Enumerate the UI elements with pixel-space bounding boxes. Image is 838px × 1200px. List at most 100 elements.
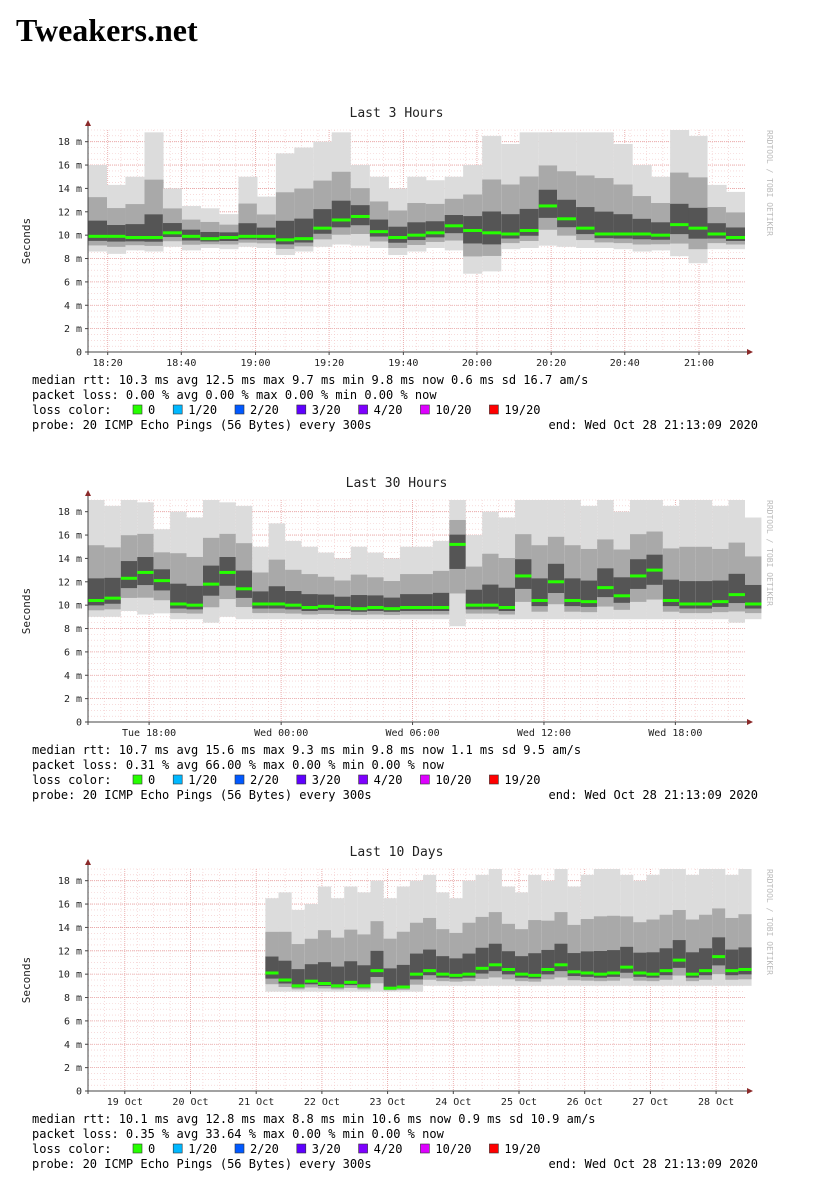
end-time: end: Wed Oct 28 21:13:09 2020	[548, 788, 758, 802]
rtt-band-inner	[383, 968, 397, 990]
legend-swatch	[296, 774, 307, 785]
median-point	[557, 217, 577, 221]
rtt-band-inner	[162, 223, 182, 238]
median-point	[541, 967, 555, 971]
median-point	[219, 570, 236, 574]
rtt-band-inner	[488, 943, 502, 972]
median-point	[712, 600, 729, 604]
legend-swatch	[172, 774, 183, 785]
median-point	[662, 598, 680, 602]
x-axis-arrow	[747, 719, 753, 725]
rtt-band-inner	[567, 953, 581, 977]
legend-label: 0	[148, 403, 155, 417]
median-point	[317, 982, 332, 986]
median-point	[285, 603, 302, 607]
x-tick-label: 20 Oct	[172, 1097, 208, 1108]
y-tick-label: 12 m	[58, 946, 82, 957]
rtt-band-inner	[688, 207, 708, 239]
probe-info: probe: 20 ICMP Echo Pings (56 Bytes) eve…	[32, 418, 372, 432]
y-tick-label: 18 m	[58, 137, 82, 148]
y-tick-label: 0	[76, 348, 82, 359]
median-point	[688, 226, 708, 230]
rtt-band-inner	[235, 570, 253, 598]
watermark: RRDTOOL / TOBI OETIKER	[765, 500, 774, 606]
x-axis-arrow	[747, 1088, 753, 1094]
median-point	[88, 598, 105, 602]
y-tick-label: 2 m	[64, 324, 82, 335]
median-point	[268, 602, 286, 606]
rtt-band-inner	[695, 581, 713, 609]
site-title: Tweakers.net	[16, 12, 198, 48]
rtt-band-inner	[331, 200, 351, 228]
median-point	[738, 967, 752, 971]
y-tick-label: 14 m	[58, 554, 82, 565]
rtt-band-inner	[662, 579, 680, 607]
end-time: end: Wed Oct 28 21:13:09 2020	[548, 1157, 758, 1171]
rtt-band-inner	[672, 940, 686, 968]
median-point	[350, 607, 368, 611]
median-point	[88, 234, 108, 238]
legend-swatch	[420, 404, 430, 415]
median-point	[432, 605, 450, 609]
median-point	[594, 232, 614, 236]
median-point	[423, 969, 437, 973]
legend-label: 0	[148, 1142, 155, 1156]
x-tick-label: 19 Oct	[107, 1097, 143, 1108]
median-point	[463, 228, 483, 232]
rtt-band-inner	[331, 966, 345, 988]
median-point	[695, 602, 713, 606]
x-tick-label: 18:20	[93, 358, 123, 369]
median-point	[547, 580, 565, 584]
legend-swatch	[420, 774, 430, 785]
rtt-band-inner	[186, 585, 203, 610]
median-point	[607, 971, 621, 975]
rtt-band-inner	[407, 222, 427, 241]
median-point	[344, 980, 358, 984]
legend-swatch	[172, 404, 183, 415]
rtt-band-inner	[304, 964, 318, 985]
median-point	[388, 235, 408, 239]
probe-info: probe: 20 ICMP Echo Pings (56 Bytes) eve…	[32, 788, 372, 802]
median-point	[488, 963, 502, 967]
rtt-band-inner	[396, 964, 410, 989]
median-rtt-stats: median rtt: 10.1 ms avg 12.8 ms max 8.8 …	[32, 1112, 596, 1126]
rtt-band-inner	[699, 948, 713, 976]
rtt-band-inner	[449, 534, 466, 569]
x-tick-label: 26 Oct	[567, 1097, 603, 1108]
legend-swatch	[489, 1143, 499, 1154]
median-point	[659, 969, 673, 973]
y-tick-label: 2 m	[64, 694, 82, 705]
legend-label: 19/20	[504, 773, 540, 787]
median-point	[528, 973, 542, 977]
chart-title: Last 30 Hours	[346, 476, 448, 491]
rtt-band-inner	[593, 951, 608, 978]
median-point	[153, 579, 171, 583]
legend-label: 4/20	[374, 1142, 403, 1156]
median-point	[630, 574, 647, 578]
rtt-band-inner	[444, 215, 464, 234]
median-point	[515, 574, 532, 578]
median-point	[501, 232, 521, 236]
median-point	[334, 605, 351, 609]
median-point	[409, 972, 424, 976]
x-axis-arrow	[747, 349, 753, 355]
median-point	[498, 605, 516, 609]
legend-swatch	[489, 404, 499, 415]
rtt-band-inner	[462, 953, 476, 978]
graph-last-10-days: Last 10 Days 0 2 m 4 m 6 m 8 m 10 m 12 m 14 m 16 …	[0, 839, 838, 1199]
median-point	[564, 598, 581, 602]
median-point	[620, 965, 634, 969]
rtt-band-inner	[256, 227, 276, 240]
median-point	[613, 594, 631, 598]
median-point	[685, 972, 700, 976]
end-time: end: Wed Oct 28 21:13:09 2020	[548, 418, 758, 432]
median-point	[449, 973, 463, 977]
median-point	[107, 234, 127, 238]
median-point	[265, 971, 279, 975]
rtt-band-inner	[344, 961, 358, 986]
median-point	[580, 971, 594, 975]
median-point	[712, 955, 726, 959]
legend-label: 1/20	[188, 403, 217, 417]
chart-svg-0: Last 3 Hours 0 2 m 4 m 6 m 8 m 10 m 12 m 14 m 16 …	[20, 106, 774, 432]
y-tick-label: 0	[76, 1087, 82, 1098]
